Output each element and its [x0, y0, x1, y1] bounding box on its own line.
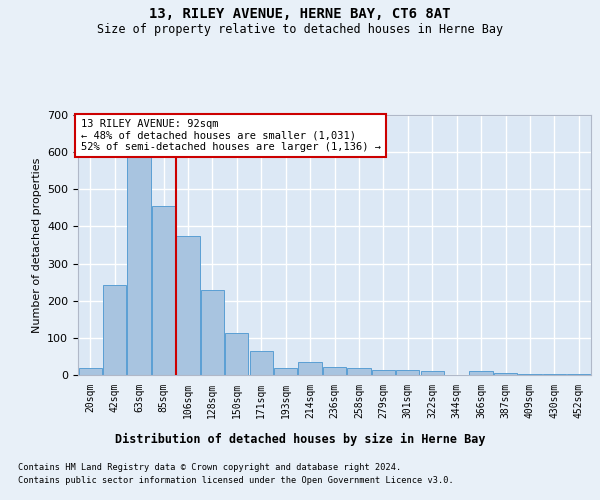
Text: 13, RILEY AVENUE, HERNE BAY, CT6 8AT: 13, RILEY AVENUE, HERNE BAY, CT6 8AT	[149, 8, 451, 22]
Bar	[469, 372, 493, 375]
Text: Distribution of detached houses by size in Herne Bay: Distribution of detached houses by size …	[115, 432, 485, 446]
Bar	[103, 284, 126, 375]
Bar	[567, 374, 590, 375]
Bar	[543, 374, 566, 375]
Bar	[274, 368, 297, 375]
Bar	[421, 372, 444, 375]
Bar	[494, 373, 517, 375]
Bar	[127, 140, 151, 375]
Bar	[250, 351, 273, 375]
Bar	[201, 290, 224, 375]
Bar	[518, 374, 542, 375]
Text: Contains public sector information licensed under the Open Government Licence v3: Contains public sector information licen…	[18, 476, 454, 485]
Bar	[298, 362, 322, 375]
Bar	[79, 368, 102, 375]
Text: 13 RILEY AVENUE: 92sqm
← 48% of detached houses are smaller (1,031)
52% of semi-: 13 RILEY AVENUE: 92sqm ← 48% of detached…	[80, 119, 380, 152]
Bar	[347, 368, 371, 375]
Text: Contains HM Land Registry data © Crown copyright and database right 2024.: Contains HM Land Registry data © Crown c…	[18, 462, 401, 471]
Bar	[176, 236, 200, 375]
Bar	[152, 206, 175, 375]
Bar	[225, 333, 248, 375]
Text: Size of property relative to detached houses in Herne Bay: Size of property relative to detached ho…	[97, 22, 503, 36]
Bar	[323, 367, 346, 375]
Y-axis label: Number of detached properties: Number of detached properties	[32, 158, 41, 332]
Bar	[372, 370, 395, 375]
Bar	[396, 370, 419, 375]
